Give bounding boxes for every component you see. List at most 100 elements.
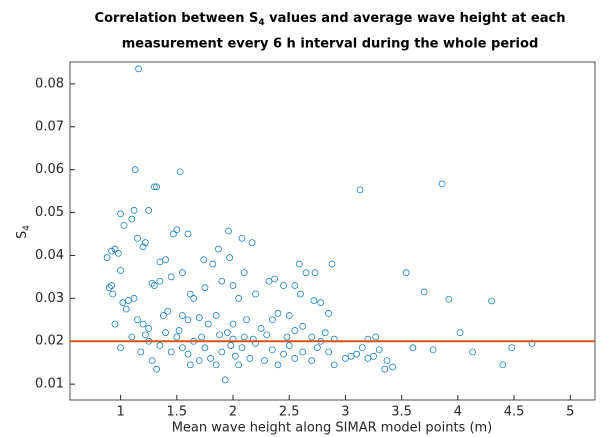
data-point [499, 361, 507, 369]
data-point [381, 365, 389, 373]
data-point [109, 290, 117, 298]
y-tick-label: 0.03 [35, 291, 64, 306]
data-point [108, 247, 115, 255]
data-point [201, 344, 209, 352]
data-point [321, 329, 329, 337]
y-tick-label: 0.02 [35, 334, 64, 349]
data-point [445, 295, 453, 303]
y-tick-label: 0.01 [35, 377, 64, 392]
data-point [111, 245, 119, 253]
data-point [186, 290, 194, 298]
data-point [131, 166, 139, 174]
data-point [218, 348, 226, 356]
x-tick-label: 1.5 [166, 405, 187, 420]
data-point [402, 269, 410, 276]
data-point [137, 348, 145, 356]
data-point [347, 352, 355, 360]
data-point [122, 305, 130, 313]
data-point [291, 355, 299, 362]
data-point [117, 210, 124, 218]
data-point [170, 230, 177, 238]
data-point [111, 320, 119, 328]
data-point [150, 183, 158, 191]
data-point [252, 290, 259, 298]
data-point [325, 310, 332, 317]
chart-title-line-2: measurement every 6 h interval during th… [122, 37, 539, 52]
data-point [271, 275, 278, 283]
y-axis-label: S4 [15, 225, 32, 239]
data-point [195, 357, 203, 364]
data-point [469, 348, 476, 356]
data-point [207, 355, 214, 362]
data-point [243, 316, 250, 324]
data-point [153, 365, 160, 373]
data-point [328, 260, 336, 268]
data-point [179, 344, 186, 352]
data-point [216, 331, 223, 339]
data-point [311, 269, 319, 276]
data-point [372, 333, 380, 341]
data-point [103, 254, 111, 261]
data-point [128, 333, 136, 341]
data-point [184, 350, 192, 358]
data-point [248, 239, 256, 246]
data-point [221, 376, 229, 384]
data-point [261, 357, 268, 364]
data-point [456, 329, 464, 337]
data-point [156, 342, 164, 349]
y-tick-label: 0.04 [35, 248, 64, 263]
title-part: values and average wave height at each [265, 11, 566, 26]
data-point [200, 256, 208, 264]
data-point [295, 260, 303, 268]
x-tick-label: 3.5 [391, 405, 412, 420]
data-point [148, 357, 156, 364]
data-point [370, 352, 377, 360]
data-point [280, 350, 287, 358]
plot-area [69, 61, 596, 401]
data-point [139, 243, 147, 251]
data-point [356, 186, 364, 194]
data-point [225, 227, 232, 235]
data-point [227, 342, 235, 349]
data-point [130, 294, 138, 302]
data-point [342, 355, 349, 362]
data-point [313, 344, 321, 352]
x-tick-label: 5 [566, 405, 574, 420]
data-point [167, 348, 175, 356]
data-point [218, 277, 226, 285]
data-point [134, 316, 141, 324]
data-point [173, 226, 181, 234]
data-point [383, 357, 391, 364]
data-point [162, 329, 169, 337]
data-point [269, 316, 276, 324]
data-point [226, 254, 233, 261]
data-point [173, 333, 181, 341]
data-point [145, 207, 153, 214]
data-point [108, 282, 115, 289]
data-point [291, 327, 299, 334]
data-point [224, 329, 231, 337]
data-point [167, 273, 175, 281]
data-point [141, 239, 149, 246]
x-axis-label: Mean wave height along SIMAR model point… [172, 421, 493, 436]
x-tick-label: 2 [229, 405, 237, 420]
data-point [308, 357, 316, 364]
data-point [195, 314, 203, 321]
data-point [310, 297, 318, 304]
data-point [299, 348, 307, 356]
y-tick-label: 0.07 [35, 119, 64, 134]
data-point [164, 307, 172, 315]
data-point [212, 361, 220, 369]
data-point [325, 348, 332, 356]
data-point [269, 346, 276, 354]
data-point [420, 288, 428, 296]
data-point [175, 327, 183, 334]
data-point [130, 207, 138, 214]
data-point [231, 352, 239, 360]
y-tick-label: 0.05 [35, 205, 64, 220]
data-point [198, 333, 205, 341]
data-point [184, 230, 192, 238]
data-point [283, 333, 291, 341]
title-part: Correlation between S [95, 11, 259, 26]
